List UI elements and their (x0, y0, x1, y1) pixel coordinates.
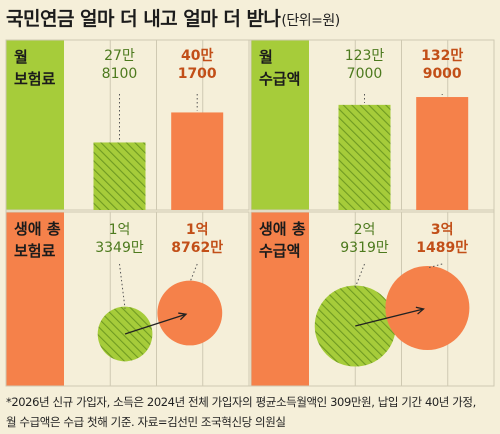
leader-3-1 (427, 263, 443, 269)
footnote-line-2: 월 수급액은 수급 첫해 기준. 자료=김선민 조국혁신당 의원실 (6, 415, 286, 429)
data-label-1-0-0: 123만 (345, 48, 385, 64)
panel-label-bg-monthly-premium (6, 40, 64, 210)
arrow-line-2 (124, 313, 187, 335)
footnote: *2026년 신규 가입자, 소득은 2024년 전체 가입자의 평균소득월액인… (6, 392, 496, 432)
data-label-0-0-0: 27만 (104, 48, 135, 64)
bar-0-0 (93, 142, 146, 210)
arrow-head-3 (415, 306, 425, 315)
panel-label-lifetime-premium-1: 보험료 (14, 242, 56, 260)
panel-label-monthly-premium-0: 월 (14, 48, 28, 66)
data-label-3-1-0: 3억 (431, 222, 454, 238)
data-label-2-0-0: 1억 (109, 222, 131, 238)
data-label-3-1-1: 1489만 (416, 240, 468, 256)
panel-label-bg-lifetime-premium (6, 212, 64, 386)
data-label-1-1-1: 9000 (423, 66, 462, 82)
panel-label-monthly-benefit-0: 월 (259, 48, 273, 66)
panel-label-lifetime-benefit-0: 생애 총 (259, 220, 306, 238)
panel-label-bg-monthly-benefit (251, 40, 309, 210)
data-label-2-1-1: 8762만 (171, 240, 223, 256)
arrow-line-3 (355, 308, 424, 327)
panel-label-lifetime-premium-0: 생애 총 (14, 220, 61, 238)
chart-title: 국민연금 얼마 더 내고 얼마 더 받나 (6, 8, 281, 30)
arrow-head-2 (178, 312, 188, 321)
leader-2-1 (189, 263, 198, 283)
title-row: 국민연금 얼마 더 내고 얼마 더 받나 (단위=원) (6, 4, 340, 36)
leader-2-0 (119, 263, 126, 309)
data-label-0-1-0: 40만 (181, 48, 213, 64)
data-label-2-1-0: 1억 (186, 222, 209, 238)
unit-label: (단위=원) (281, 13, 340, 29)
data-label-2-0-1: 3349만 (95, 240, 144, 256)
bar-1-1 (416, 97, 469, 210)
data-label-0-1-1: 1700 (178, 66, 217, 82)
leader-3-0 (354, 263, 365, 288)
bubble-2-1 (157, 280, 223, 346)
data-label-3-0-0: 2억 (354, 222, 376, 238)
panel-border-lifetime-benefit (250, 211, 495, 387)
footnote-line-1: *2026년 신규 가입자, 소득은 2024년 전체 가입자의 평균소득월액인… (6, 395, 476, 409)
data-label-1-1-0: 132만 (421, 48, 463, 64)
data-label-1-0-1: 7000 (347, 66, 383, 82)
bar-0-1 (171, 112, 224, 210)
panel-label-monthly-premium-1: 보험료 (14, 70, 56, 88)
panel-border-lifetime-premium (5, 211, 250, 387)
panel-label-monthly-benefit-1: 수급액 (259, 70, 300, 88)
panel-label-bg-lifetime-benefit (251, 212, 309, 386)
data-label-0-0-1: 8100 (102, 66, 138, 82)
bubble-3-1 (385, 266, 470, 350)
panel-label-lifetime-benefit-1: 수급액 (259, 242, 300, 260)
bar-1-0 (338, 104, 391, 210)
data-label-3-0-1: 9319만 (340, 240, 389, 256)
